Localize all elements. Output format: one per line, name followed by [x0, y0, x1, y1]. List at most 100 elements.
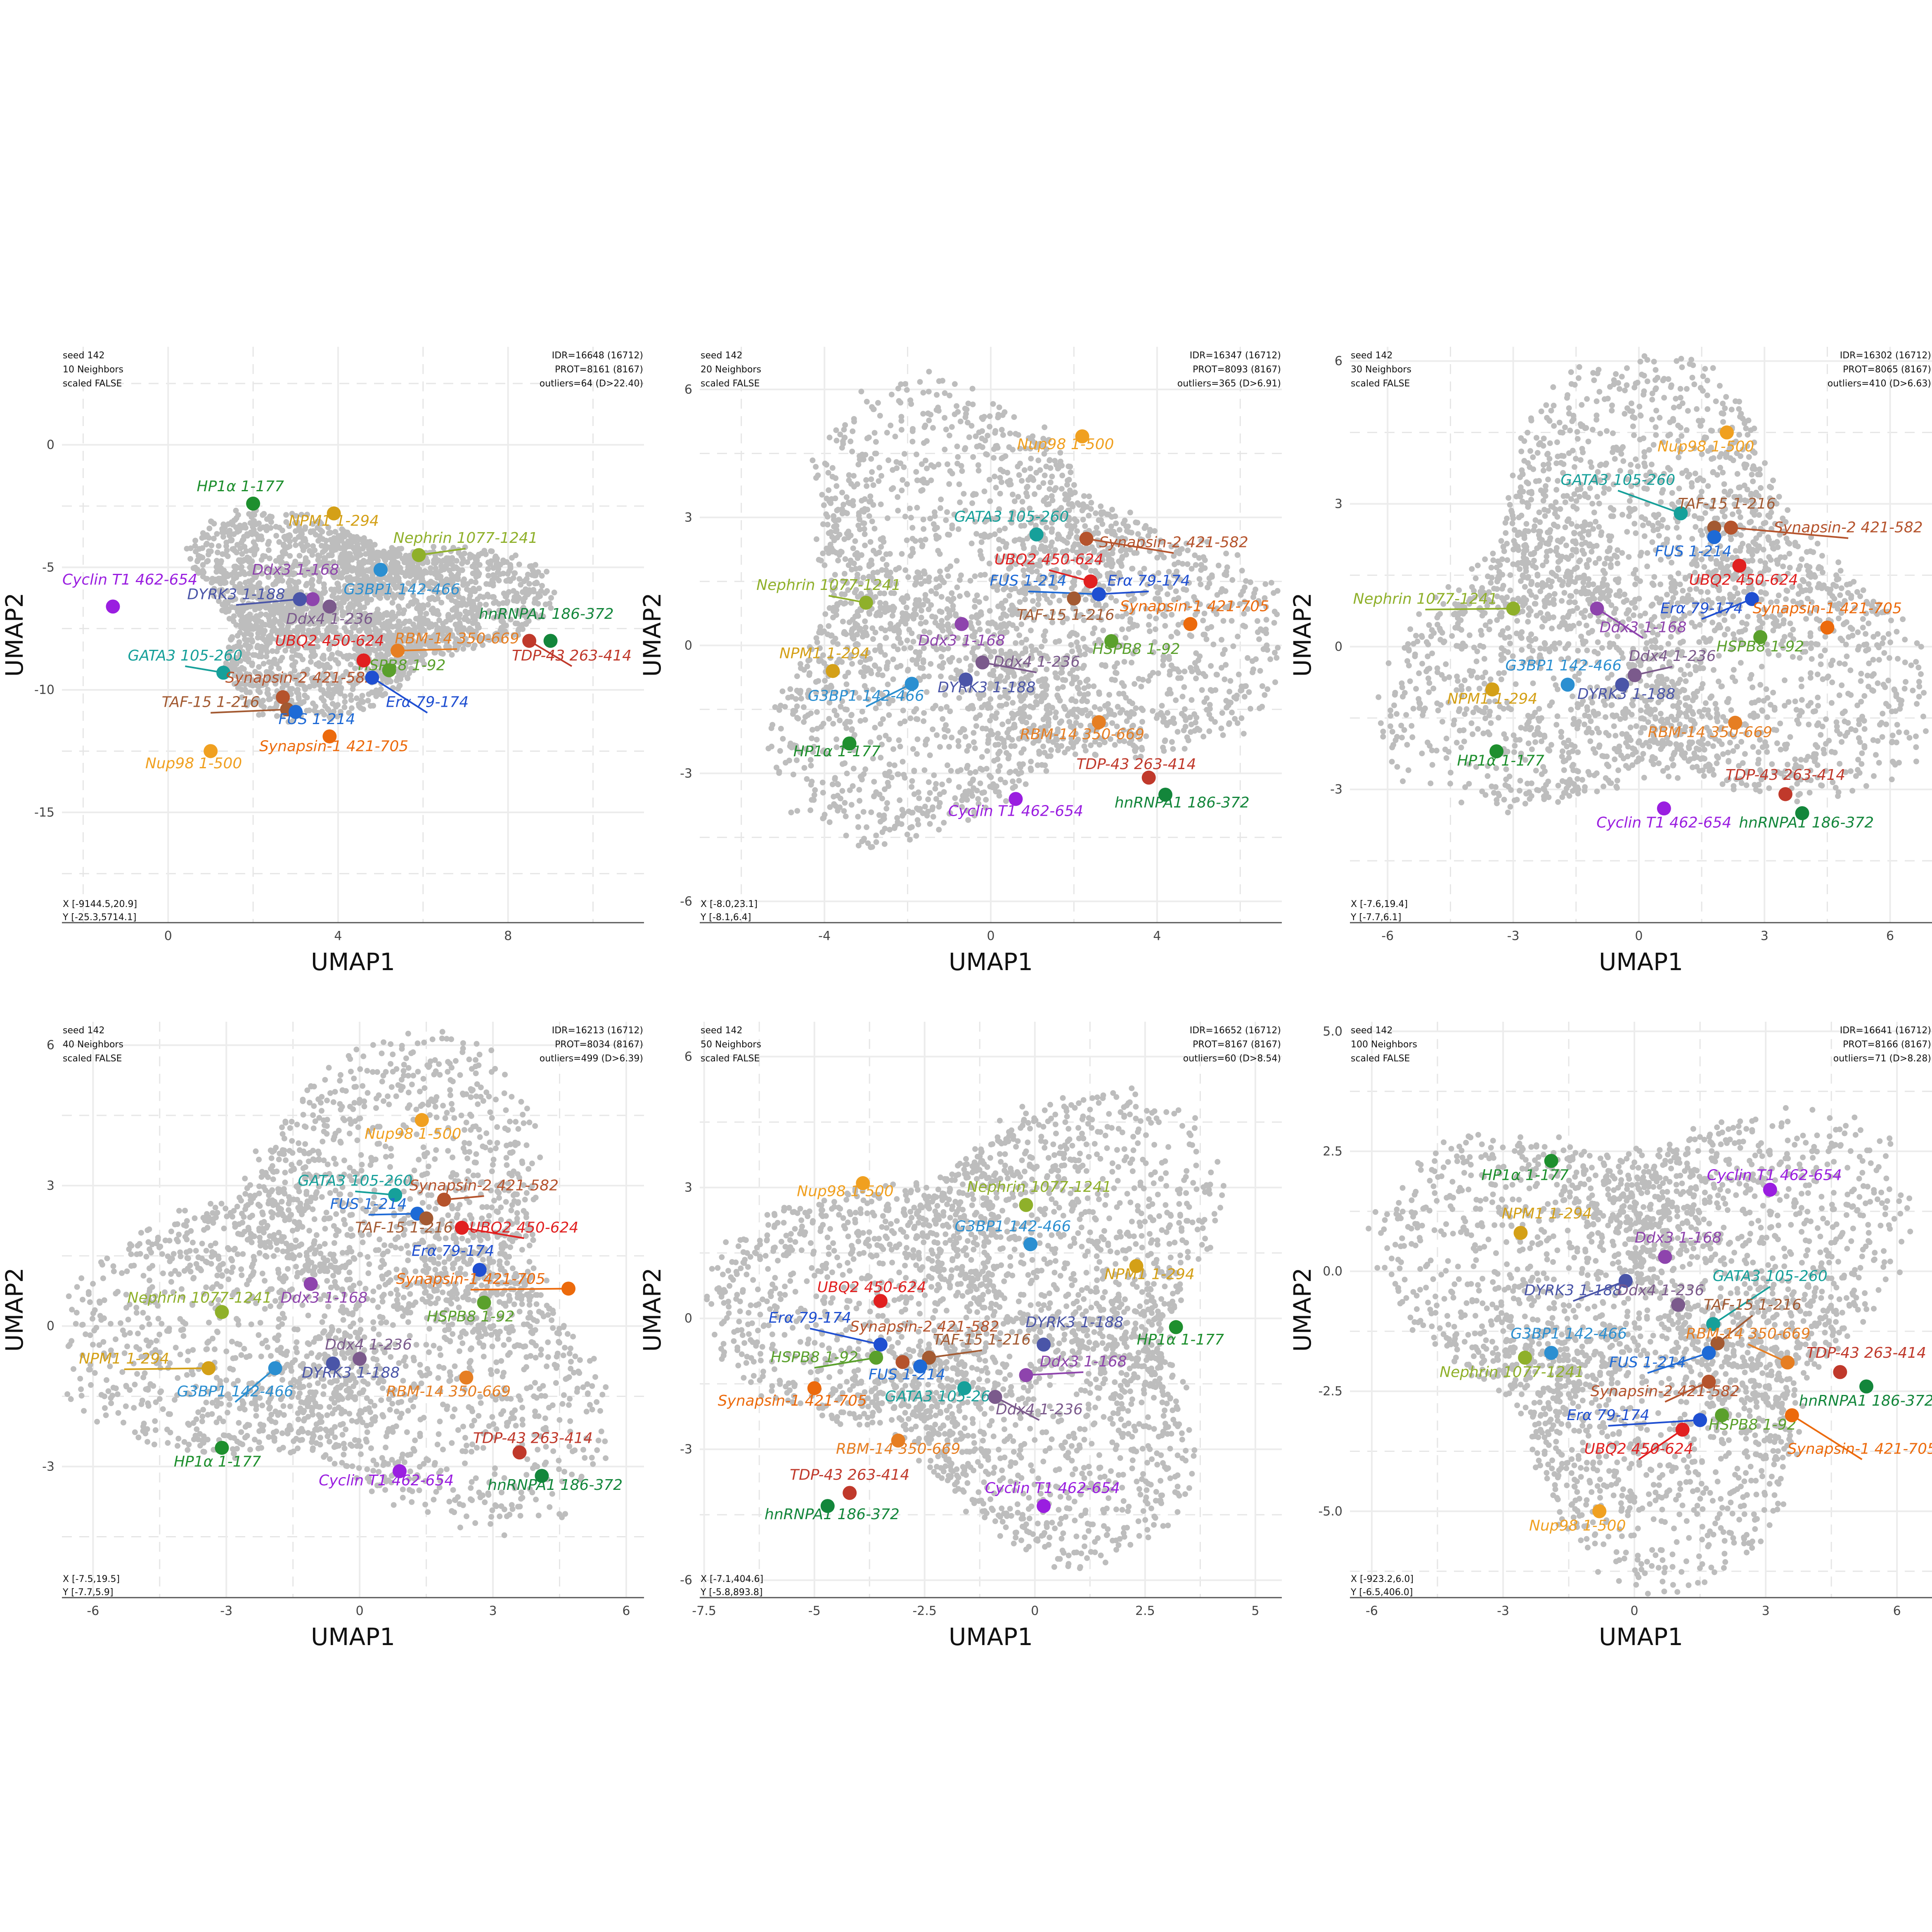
protein-point: [437, 1192, 451, 1207]
protein-label: GATA3 105-260: [1713, 1268, 1828, 1285]
protein-label: TAF-15 1-216: [933, 1331, 1031, 1348]
protein-point: [246, 496, 260, 511]
y-tick-label: 6: [684, 1050, 692, 1064]
protein-point: [1544, 1346, 1558, 1360]
protein-point: [322, 729, 337, 743]
x-tick-label: 2.5: [1135, 1604, 1155, 1618]
label-leader-line: [1712, 1286, 1771, 1325]
protein-label: GATA3 105-260: [1560, 471, 1675, 488]
x-tick-label: 6: [1893, 1604, 1901, 1618]
protein-point: [472, 1263, 487, 1277]
y-tick-label: 3: [684, 1181, 692, 1195]
umap-panel-4: -6 -3 0 3 6 6 3 0 -3 UMAP1 UMAP2 seed 142 40 Neighbo…: [0, 1022, 644, 1651]
protein-point: [1019, 1368, 1033, 1383]
protein-label: hnRNPA1 186-372: [1115, 794, 1250, 811]
protein-point: [1506, 601, 1520, 616]
label-leader-line: [1049, 569, 1091, 582]
protein-label: Ddx4 1-236: [325, 1336, 412, 1353]
protein-label: G3BP1 142-466: [343, 581, 460, 598]
labelled-points: Nup98 1-500 GATA3 105-260 Synapsin-2 421-5…: [756, 429, 1269, 820]
protein-point: [1091, 715, 1106, 729]
protein-label: NPM1 1-294: [779, 645, 870, 662]
protein-label: UBQ2 450-624: [275, 632, 384, 649]
protein-label: TDP-43 263-414: [1726, 767, 1845, 784]
label-leader-line: [372, 677, 428, 714]
protein-label: Synapsin-1 421-705: [1120, 598, 1269, 615]
label-leader-line: [1647, 1352, 1709, 1374]
protein-label: DYRK3 1-188: [938, 679, 1035, 696]
y-tick-label: -6: [680, 1573, 692, 1588]
y-tick-label: -6: [680, 894, 692, 909]
protein-point: [913, 1359, 928, 1373]
protein-label: TAF-15 1-216: [162, 694, 260, 711]
x-tick-label: 8: [504, 929, 512, 943]
protein-point: [268, 1361, 282, 1376]
protein-label: DYRK3 1-188: [187, 586, 285, 603]
protein-label: FUS 1-214: [990, 573, 1067, 590]
protein-point: [1753, 630, 1768, 644]
protein-label: UBQ2 450-624: [1689, 571, 1798, 588]
y-tick-label: -3: [680, 1442, 692, 1457]
y-tick-label: 0: [1335, 639, 1342, 654]
protein-point: [535, 1469, 549, 1483]
run-info-text: 30 Neighbors: [1351, 365, 1411, 375]
run-info-text: seed 142: [701, 1025, 742, 1036]
protein-point: [1820, 620, 1835, 635]
run-info-text: scaled FALSE: [701, 379, 760, 389]
protein-point: [543, 634, 558, 648]
y-tick-label: 6: [684, 382, 692, 397]
protein-label: HP1α 1-177: [1457, 753, 1544, 769]
background-points: [1366, 1105, 1913, 1597]
protein-point: [393, 1464, 407, 1478]
protein-point: [1158, 788, 1172, 802]
protein-point: [1592, 1504, 1607, 1518]
protein-label: Ddx4 1-236: [1617, 1282, 1704, 1299]
label-leader-line: [1608, 1419, 1700, 1427]
protein-label: HP1α 1-177: [1137, 1331, 1224, 1348]
range-info-text: Y [-7.7,5.9]: [62, 1587, 114, 1598]
label-leader-line: [419, 547, 466, 556]
protein-label: Synapsin-1 421-705: [1753, 600, 1902, 617]
protein-point: [455, 1221, 469, 1235]
protein-label: HSPB8 1-92: [1709, 1416, 1796, 1433]
x-tick-label: 3: [1761, 929, 1769, 943]
x-tick-label: -3: [220, 1604, 232, 1618]
protein-point: [1724, 521, 1738, 535]
label-leader-line: [124, 1367, 209, 1370]
protein-point: [1169, 1320, 1183, 1334]
run-info-text: seed 142: [63, 1025, 104, 1036]
run-info-text: 100 Neighbors: [1351, 1039, 1417, 1050]
label-leader-line: [211, 708, 287, 714]
y-tick-label: -5: [42, 560, 54, 575]
protein-label: G3BP1 142-466: [1511, 1325, 1627, 1342]
label-leader-line: [865, 683, 912, 708]
range-info-text: Y [-6.5,406.0]: [1350, 1587, 1413, 1598]
labelled-points: HP1α 1-177 NPM1 1-294 Nephrin 1077-1241 Ddx…: [62, 478, 632, 772]
umap-panel-3: -6 -3 0 3 6 6 3 0 -3 UMAP1 UMAP2 seed 142 30 Neighbo…: [1288, 347, 1932, 976]
protein-point: [215, 1441, 229, 1455]
x-tick-label: 4: [1153, 929, 1161, 943]
x-axis-title: UMAP1: [311, 948, 395, 976]
protein-label: GATA3 105-260: [954, 509, 1069, 526]
protein-label: Ddx4 1-236: [993, 653, 1080, 670]
protein-point: [1485, 682, 1499, 697]
protein-point: [561, 1281, 576, 1296]
count-info-text: outliers=60 (D>8.54): [1183, 1054, 1281, 1064]
run-info-text: scaled FALSE: [1351, 379, 1410, 389]
protein-label: Ddx4 1-236: [286, 611, 373, 627]
y-tick-label: 6: [47, 1038, 54, 1053]
protein-point: [1710, 1336, 1725, 1350]
protein-label: G3BP1 142-466: [808, 688, 924, 705]
protein-point: [869, 1350, 883, 1365]
protein-label: Erα 79-174: [1660, 600, 1743, 617]
protein-point: [414, 1113, 429, 1127]
protein-label: DYRK3 1-188: [1025, 1314, 1123, 1331]
protein-point: [293, 592, 307, 606]
protein-point: [891, 1433, 905, 1448]
protein-label: hnRNPA1 186-372: [1799, 1392, 1932, 1409]
protein-point: [477, 1295, 491, 1310]
protein-label: GATA3 105-260: [298, 1172, 412, 1189]
protein-point: [959, 672, 973, 687]
y-tick-label: 5.0: [1323, 1024, 1342, 1039]
run-info-text: 40 Neighbors: [63, 1039, 123, 1050]
